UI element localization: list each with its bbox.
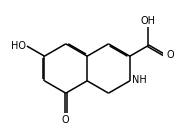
Text: NH: NH <box>132 75 147 85</box>
Text: HO: HO <box>11 41 26 51</box>
Text: OH: OH <box>140 16 155 26</box>
Text: O: O <box>62 115 70 125</box>
Text: O: O <box>166 50 174 60</box>
